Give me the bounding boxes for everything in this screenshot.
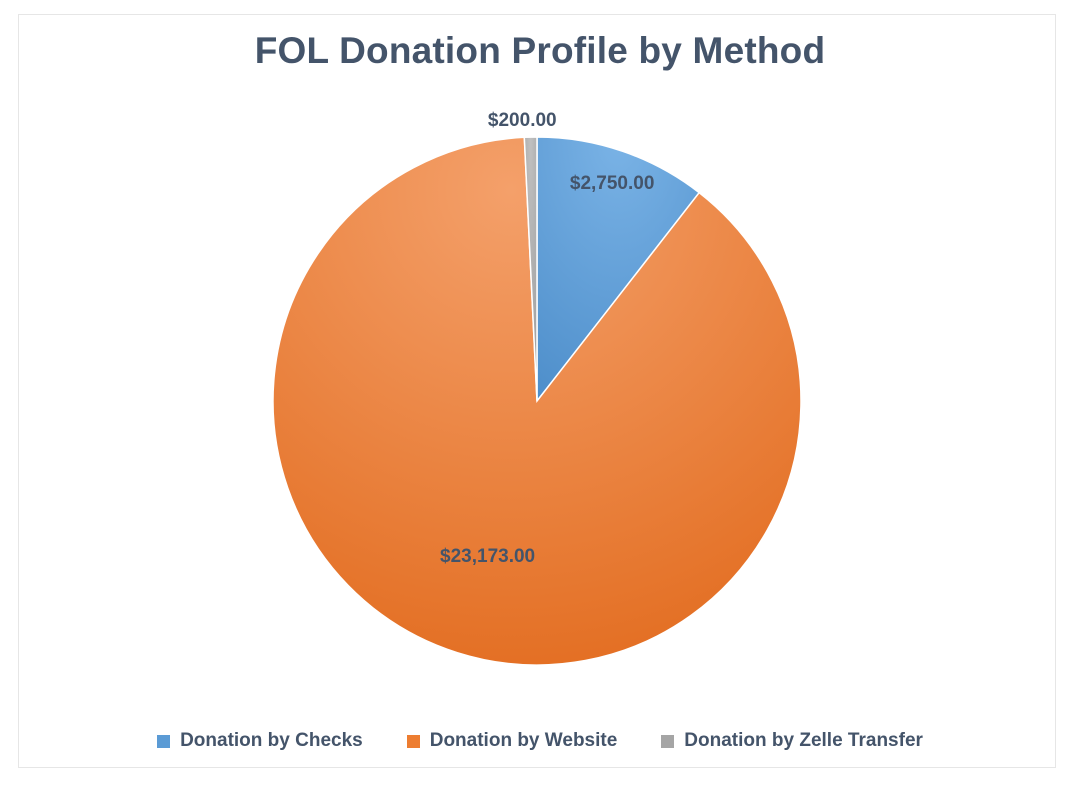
slice-website (272, 136, 802, 666)
slice-checks (536, 136, 701, 404)
legend-swatch-zelle (661, 734, 675, 748)
legend-item-checks: Donation by Checks (157, 730, 363, 752)
legend: Donation by Checks Donation by Website D… (0, 730, 1080, 752)
legend-label-checks: Donation by Checks (180, 730, 363, 751)
legend-label-website: Donation by Website (429, 730, 618, 751)
data-label-zelle: $200.00 (488, 110, 557, 131)
legend-label-zelle: Donation by Zelle Transfer (684, 730, 923, 751)
data-label-website: $23,173.00 (440, 546, 535, 567)
legend-swatch-website (406, 734, 420, 748)
slice-zelle (523, 136, 538, 402)
data-label-checks: $2,750.00 (570, 173, 655, 194)
legend-item-website: Donation by Website (406, 730, 618, 752)
legend-item-zelle: Donation by Zelle Transfer (661, 730, 923, 752)
legend-swatch-checks (157, 734, 171, 748)
chart-title: FOL Donation Profile by Method (254, 30, 826, 71)
